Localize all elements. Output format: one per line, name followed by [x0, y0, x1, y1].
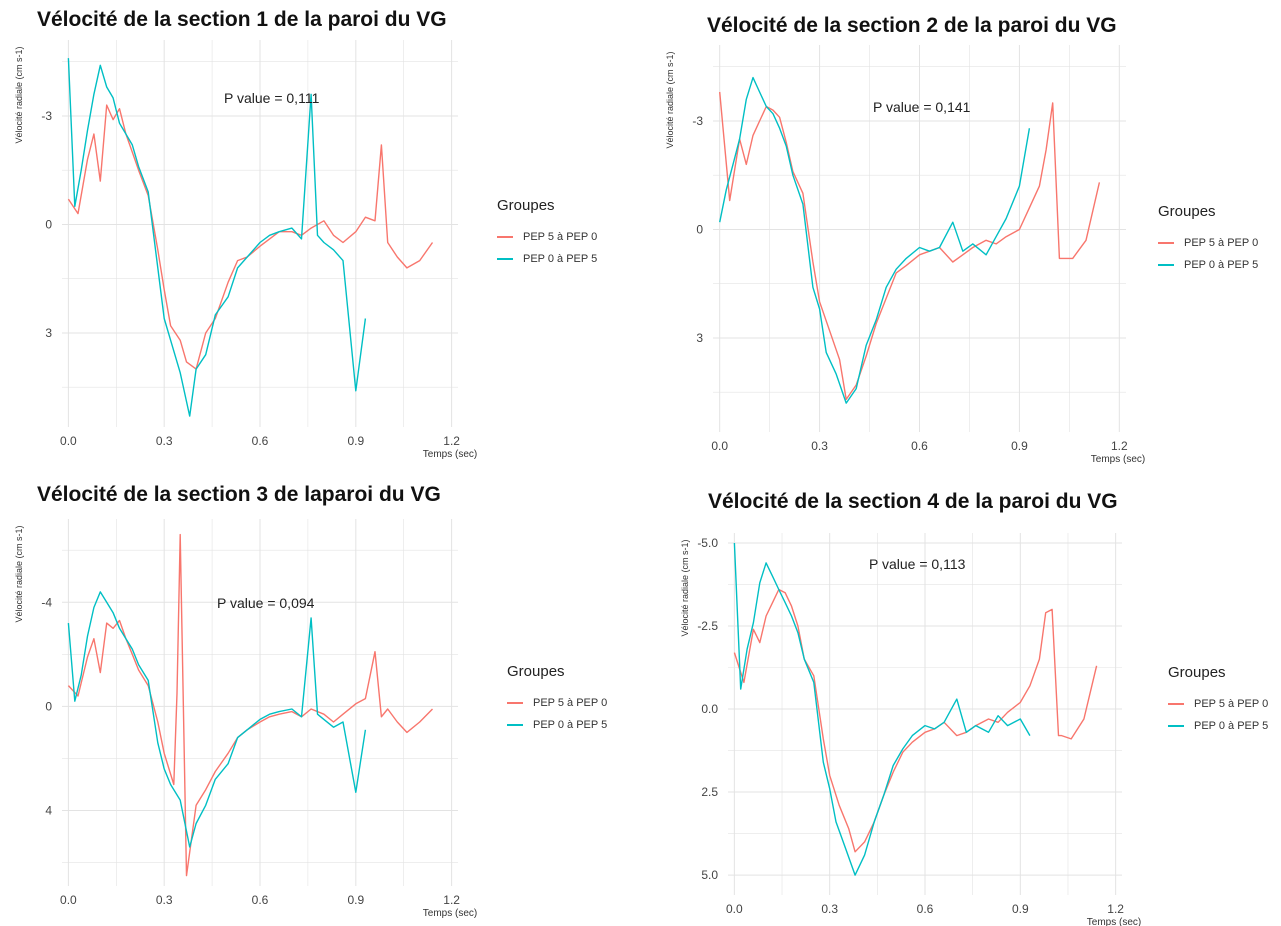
legend-title: Groupes: [1158, 203, 1216, 220]
legend-label-red: PEP 5 à PEP 0: [1184, 237, 1259, 249]
y-tick-label: 0: [45, 699, 52, 713]
legend: Groupes PEP 5 à PEP 0 PEP 0 à PEP 5: [1168, 664, 1268, 737]
x-tick-label: 0.9: [1012, 902, 1029, 916]
legend-swatch-red: [497, 236, 513, 238]
x-tick-label: 0.3: [156, 893, 173, 907]
plot-svg-3: 0.0 0.3 0.6 0.9 1.2 4 0 -4 Temps (sec) Vélocité r…: [14, 519, 477, 919]
chart-panel-3: Vélocité de la section 3 de laparoi du V…: [0, 463, 640, 926]
y-tick-label: -2.5: [697, 619, 718, 633]
y-tick-label: -3: [692, 114, 703, 128]
pvalue-label: P value = 0,111: [224, 90, 320, 106]
x-tick-label: 0.6: [252, 893, 269, 907]
chart-title: Vélocité de la section 1 de la paroi du …: [37, 8, 447, 31]
legend-label-red: PEP 5 à PEP 0: [523, 231, 598, 243]
chart-panel-2: Vélocité de la section 2 de la paroi du …: [640, 0, 1281, 465]
legend: Groupes PEP 5 à PEP 0 PEP 0 à PEP 5: [1158, 203, 1258, 276]
x-tick-label: 1.2: [443, 434, 460, 448]
plot-svg-4: 0.0 0.3 0.6 0.9 1.2 5.0 2.5 0.0 -2.5 -5.0 Temps (s…: [680, 533, 1141, 926]
legend-swatch-teal: [1168, 725, 1184, 727]
legend-item-teal: PEP 0 à PEP 5: [1168, 715, 1268, 737]
y-tick-label: -3: [41, 109, 52, 123]
pvalue-label: P value = 0,141: [873, 99, 971, 115]
series-line-pep0-to-pep5: [67, 58, 367, 417]
x-tick-label: 0.0: [60, 434, 77, 448]
y-axis-label: Vélocité radiale (cm s-1): [680, 539, 690, 636]
series-line-pep5-to-pep0: [719, 91, 1101, 401]
x-tick-label: 1.2: [1111, 439, 1128, 453]
y-axis-label: Vélocité radiale (cm s-1): [665, 51, 675, 148]
chart-title: Vélocité de la section 3 de laparoi du V…: [37, 483, 441, 506]
x-tick-label: 0.0: [726, 902, 743, 916]
series-line-pep0-to-pep5: [67, 591, 367, 848]
chart-title: Vélocité de la section 2 de la paroi du …: [707, 14, 1117, 37]
x-axis-label: Temps (sec): [1091, 454, 1145, 465]
legend-label-teal: PEP 0 à PEP 5: [523, 253, 598, 265]
legend-label-teal: PEP 0 à PEP 5: [1184, 259, 1259, 271]
y-axis-label: Vélocité radiale (cm s-1): [14, 46, 24, 143]
legend-item-teal: PEP 0 à PEP 5: [507, 714, 607, 736]
series-line-pep0-to-pep5: [719, 76, 1031, 404]
legend-label-red: PEP 5 à PEP 0: [1194, 698, 1269, 710]
x-tick-label: 0.0: [711, 439, 728, 453]
legend-item-teal: PEP 0 à PEP 5: [497, 248, 597, 270]
x-axis-label: Temps (sec): [1087, 917, 1141, 926]
legend-swatch-teal: [497, 258, 513, 260]
legend: Groupes PEP 5 à PEP 0 PEP 0 à PEP 5: [497, 197, 597, 270]
x-tick-label: 0.3: [811, 439, 828, 453]
x-tick-label: 1.2: [1107, 902, 1124, 916]
x-tick-label: 0.6: [917, 902, 934, 916]
legend-swatch-red: [1158, 242, 1174, 244]
x-tick-label: 0.0: [60, 893, 77, 907]
legend-swatch-red: [1168, 703, 1184, 705]
legend-title: Groupes: [497, 197, 555, 214]
legend-label-teal: PEP 0 à PEP 5: [1194, 720, 1269, 732]
y-tick-label: 5.0: [701, 868, 718, 882]
legend-title: Groupes: [507, 663, 565, 680]
series-line-pep5-to-pep0: [67, 533, 433, 877]
y-tick-label: 3: [45, 326, 52, 340]
series-line-pep5-to-pep0: [733, 588, 1098, 853]
legend-swatch-red: [507, 702, 523, 704]
x-tick-label: 0.6: [252, 434, 269, 448]
x-tick-label: 0.6: [911, 439, 928, 453]
chart-title: Vélocité de la section 4 de la paroi du …: [708, 490, 1118, 513]
series-line-pep0-to-pep5: [733, 542, 1031, 876]
legend-swatch-teal: [1158, 264, 1174, 266]
legend-title: Groupes: [1168, 664, 1226, 681]
y-tick-label: 0.0: [701, 702, 718, 716]
y-tick-label: 0: [45, 217, 52, 231]
x-axis-label: Temps (sec): [423, 908, 477, 919]
x-tick-label: 1.2: [443, 893, 460, 907]
x-axis-label: Temps (sec): [423, 449, 477, 460]
chart-panel-4: Vélocité de la section 4 de la paroi du …: [640, 463, 1281, 926]
y-tick-label: 0: [696, 222, 703, 236]
series-line-pep5-to-pep0: [67, 104, 434, 370]
y-tick-label: 2.5: [701, 785, 718, 799]
pvalue-label: P value = 0,113: [869, 556, 966, 572]
legend-swatch-teal: [507, 724, 523, 726]
x-tick-label: 0.9: [347, 893, 364, 907]
legend-item-teal: PEP 0 à PEP 5: [1158, 254, 1258, 276]
legend-item-red: PEP 5 à PEP 0: [507, 692, 607, 714]
y-axis-label: Vélocité radiale (cm s-1): [14, 525, 24, 622]
pvalue-label: P value = 0,094: [217, 595, 315, 611]
legend: Groupes PEP 5 à PEP 0 PEP 0 à PEP 5: [507, 663, 607, 736]
y-tick-label: 4: [45, 804, 52, 818]
legend-label-teal: PEP 0 à PEP 5: [533, 719, 608, 731]
x-tick-label: 0.3: [156, 434, 173, 448]
legend-item-red: PEP 5 à PEP 0: [1158, 232, 1258, 254]
y-tick-label: -4: [41, 595, 52, 609]
legend-label-red: PEP 5 à PEP 0: [533, 697, 608, 709]
legend-item-red: PEP 5 à PEP 0: [497, 226, 597, 248]
plot-svg-2: 0.0 0.3 0.6 0.9 1.2 3 0 -3 Temps (sec) Vélocité r…: [665, 45, 1145, 465]
x-tick-label: 0.3: [821, 902, 838, 916]
x-tick-label: 0.9: [347, 434, 364, 448]
chart-panel-1: Vélocité de la section 1 de la paroi du …: [0, 0, 640, 463]
plot-svg-1: 0.0 0.3 0.6 0.9 1.2 3 0 -3 Temps (sec) Vélocité r…: [14, 40, 477, 460]
y-tick-label: -5.0: [697, 536, 718, 550]
legend-item-red: PEP 5 à PEP 0: [1168, 693, 1268, 715]
y-tick-label: 3: [696, 331, 703, 345]
x-tick-label: 0.9: [1011, 439, 1028, 453]
